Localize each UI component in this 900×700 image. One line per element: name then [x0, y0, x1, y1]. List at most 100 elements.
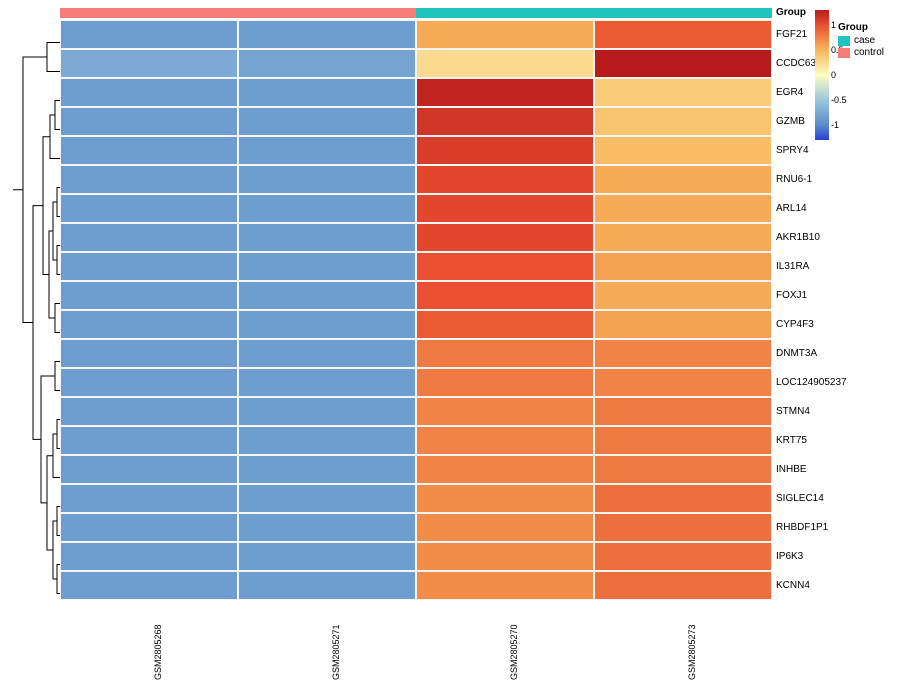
heatmap-cell — [416, 368, 594, 397]
heatmap-cell — [238, 484, 416, 513]
heatmap-cell — [238, 252, 416, 281]
heatmap-row — [60, 78, 772, 107]
heatmap-cell — [238, 78, 416, 107]
heatmap-cell — [238, 165, 416, 194]
row-label: AKR1B10 — [776, 223, 847, 252]
heatmap-cell — [594, 513, 772, 542]
heatmap-cell — [60, 426, 238, 455]
heatmap-cell — [238, 107, 416, 136]
row-label: INHBE — [776, 455, 847, 484]
heatmap-cell — [60, 136, 238, 165]
heatmap-cell — [60, 165, 238, 194]
heatmap-cell — [238, 223, 416, 252]
heatmap-cell — [60, 194, 238, 223]
heatmap-row — [60, 49, 772, 78]
heatmap-grid — [60, 20, 772, 600]
heatmap-cell — [60, 49, 238, 78]
heatmap-cell — [60, 107, 238, 136]
heatmap-cell — [416, 78, 594, 107]
heatmap-cell — [238, 136, 416, 165]
colorbar-tick: 0 — [831, 70, 836, 80]
heatmap-cell — [594, 165, 772, 194]
heatmap-row — [60, 426, 772, 455]
row-label: RNU6-1 — [776, 165, 847, 194]
heatmap-cell — [594, 426, 772, 455]
row-label: KRT75 — [776, 426, 847, 455]
heatmap-cell — [238, 310, 416, 339]
heatmap-cell — [416, 484, 594, 513]
heatmap-cell — [594, 136, 772, 165]
heatmap-cell — [238, 194, 416, 223]
heatmap-cell — [416, 339, 594, 368]
heatmap-row — [60, 368, 772, 397]
group-cell — [416, 8, 594, 18]
heatmap-cell — [60, 78, 238, 107]
heatmap-cell — [238, 368, 416, 397]
row-label: RHBDF1P1 — [776, 513, 847, 542]
heatmap-cell — [416, 455, 594, 484]
row-labels: FGF21CCDC63EGR4GZMBSPRY4RNU6-1ARL14AKR1B… — [776, 20, 847, 600]
heatmap-cell — [594, 339, 772, 368]
group-cell — [594, 8, 772, 18]
colorbar-tick: 1 — [831, 20, 836, 30]
group-legend: Group casecontrol — [838, 22, 884, 59]
heatmap-row — [60, 455, 772, 484]
heatmap-cell — [594, 194, 772, 223]
heatmap-cell — [238, 397, 416, 426]
heatmap-cell — [60, 542, 238, 571]
heatmap-cell — [60, 223, 238, 252]
row-label: FOXJ1 — [776, 281, 847, 310]
heatmap-cell — [594, 397, 772, 426]
heatmap-cell — [60, 281, 238, 310]
colorbar-tick: -1 — [831, 120, 839, 130]
row-label: SIGLEC14 — [776, 484, 847, 513]
heatmap-cell — [416, 397, 594, 426]
heatmap-row — [60, 194, 772, 223]
heatmap-cell — [416, 20, 594, 49]
heatmap-cell — [238, 281, 416, 310]
legend-label: control — [854, 47, 884, 58]
row-label: IL31RA — [776, 252, 847, 281]
heatmap-cell — [594, 107, 772, 136]
group-cell — [238, 8, 416, 18]
colorbar-tick: -0.5 — [831, 95, 847, 105]
heatmap-row — [60, 397, 772, 426]
heatmap-cell — [238, 339, 416, 368]
heatmap-cell — [594, 252, 772, 281]
heatmap-cell — [60, 455, 238, 484]
heatmap-cell — [594, 78, 772, 107]
heatmap-cell — [60, 484, 238, 513]
heatmap-cell — [594, 310, 772, 339]
column-label: GSM2805268 — [153, 624, 163, 680]
heatmap-cell — [594, 281, 772, 310]
heatmap-row — [60, 513, 772, 542]
heatmap-cell — [60, 310, 238, 339]
heatmap-cell — [416, 310, 594, 339]
heatmap-cell — [60, 571, 238, 600]
heatmap-cell — [60, 368, 238, 397]
row-label: CYP4F3 — [776, 310, 847, 339]
heatmap-cell — [238, 542, 416, 571]
heatmap-cell — [416, 223, 594, 252]
heatmap-row — [60, 252, 772, 281]
row-dendrogram — [5, 18, 60, 618]
heatmap-cell — [238, 426, 416, 455]
heatmap-row — [60, 310, 772, 339]
heatmap-cell — [416, 542, 594, 571]
heatmap-cell — [238, 455, 416, 484]
legend-label: case — [854, 35, 875, 46]
heatmap-cell — [416, 513, 594, 542]
heatmap-cell — [416, 165, 594, 194]
row-label: DNMT3A — [776, 339, 847, 368]
heatmap-cell — [60, 339, 238, 368]
row-label: STMN4 — [776, 397, 847, 426]
group-bar-label: Group — [776, 7, 806, 18]
legend-item: case — [838, 35, 884, 46]
colorbar-gradient — [815, 10, 829, 140]
heatmap-cell — [594, 368, 772, 397]
heatmap-cell — [60, 252, 238, 281]
heatmap-row — [60, 165, 772, 194]
row-label: LOC124905237 — [776, 368, 847, 397]
heatmap-cell — [594, 49, 772, 78]
heatmap-row — [60, 107, 772, 136]
